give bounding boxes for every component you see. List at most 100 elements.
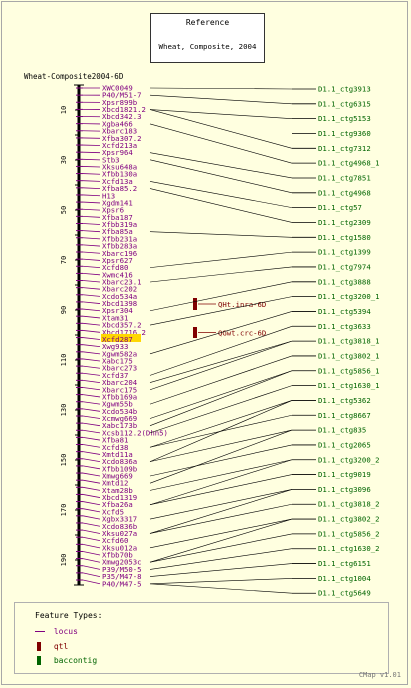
locus-label[interactable]: Xbarc196: [102, 249, 137, 258]
contig-label[interactable]: D1.1_ctg3200_2: [318, 455, 380, 464]
locus-label[interactable]: Xfbb109b: [102, 464, 137, 473]
contig-label[interactable]: D1.1_ctg5856_2: [318, 529, 380, 538]
locus-label[interactable]: Xfbb319a: [102, 220, 137, 229]
locus-label[interactable]: Xbarc204: [102, 378, 138, 387]
locus-label[interactable]: Xbcd1716.2: [102, 328, 146, 337]
locus-label[interactable]: Xbarc202: [102, 285, 137, 294]
locus-label[interactable]: Xwmc416: [102, 270, 133, 279]
locus-label[interactable]: Xfba26a: [102, 500, 133, 509]
locus-label[interactable]: Xcfd80: [102, 263, 128, 272]
contig-label[interactable]: D1.1_ctg4968_1: [318, 159, 380, 168]
locus-label[interactable]: Xmtd12: [102, 479, 128, 488]
locus-label[interactable]: Xksu012a: [102, 543, 137, 552]
locus-label[interactable]: Xcfd213a: [102, 141, 137, 150]
locus-label[interactable]: Xabc175: [102, 357, 133, 366]
locus-label[interactable]: Xksu027a: [102, 529, 137, 538]
locus-label[interactable]: Stb3: [102, 155, 120, 164]
locus-label[interactable]: Xcdo534b: [102, 407, 137, 416]
locus-label[interactable]: Xcdo836b: [102, 522, 137, 531]
contig-label[interactable]: D1.1_ctg5394: [318, 307, 371, 316]
locus-label[interactable]: Xpsr899b: [102, 98, 137, 107]
locus-label[interactable]: Xpsr6: [102, 206, 124, 215]
contig-label[interactable]: D1.1_ctg5856_1: [318, 366, 380, 375]
contig-label[interactable]: D1.1_ctg835: [318, 426, 366, 435]
locus-label[interactable]: Xcfd287: [102, 335, 133, 344]
locus-label[interactable]: Xgbx3317: [102, 515, 137, 524]
contig-label[interactable]: D1.1_ctg57: [318, 203, 362, 212]
locus-label[interactable]: Xbcd1821.2: [102, 105, 146, 114]
contig-label[interactable]: D1.1_ctg3802_2: [318, 515, 380, 524]
locus-label[interactable]: Xcfd37: [102, 371, 128, 380]
contig-label[interactable]: D1.1_ctg4968: [318, 188, 371, 197]
contig-label[interactable]: D1.1_ctg3633: [318, 322, 371, 331]
locus-label[interactable]: Xgba466: [102, 119, 133, 128]
locus-label[interactable]: Xbarc183: [102, 127, 137, 136]
locus-label[interactable]: Xfbb70b: [102, 551, 133, 560]
locus-label[interactable]: Xfba85a: [102, 227, 133, 236]
locus-label[interactable]: P40/M47-5: [102, 579, 142, 588]
contig-label[interactable]: D1.1_ctg5649: [318, 589, 371, 598]
locus-label[interactable]: Xpsr627: [102, 256, 133, 265]
contig-label[interactable]: D1.1_ctg8667: [318, 411, 371, 420]
locus-label[interactable]: Xcsb112.2(Dhn5): [102, 428, 168, 437]
locus-label[interactable]: Xcfd60: [102, 536, 128, 545]
locus-label[interactable]: Xbcd342.3: [102, 112, 142, 121]
contig-label[interactable]: D1.1_ctg6151: [318, 559, 371, 568]
contig-label[interactable]: D1.1_ctg3802_1: [318, 351, 380, 360]
reference-box[interactable]: Reference Wheat, Composite, 2004: [150, 13, 265, 63]
locus-label[interactable]: P40/M51-7: [102, 91, 142, 100]
locus-label[interactable]: Xmwg2053c: [102, 558, 142, 567]
locus-label[interactable]: Xgwm582a: [102, 349, 137, 358]
contig-label[interactable]: D1.1_ctg1630_2: [318, 544, 380, 553]
contig-label[interactable]: D1.1_ctg3888: [318, 277, 371, 286]
locus-label[interactable]: Xcdo836a: [102, 457, 137, 466]
locus-label[interactable]: Xcfd13a: [102, 177, 133, 186]
locus-label[interactable]: Xbarc273: [102, 364, 137, 373]
qtl-label[interactable]: QGwt.crc-6D: [218, 329, 266, 338]
locus-label[interactable]: H13: [102, 191, 115, 200]
contig-label[interactable]: D1.1_ctg1580: [318, 233, 371, 242]
locus-label[interactable]: Xbarc175: [102, 385, 137, 394]
contig-label[interactable]: D1.1_ctg1630_1: [318, 381, 380, 390]
locus-label[interactable]: Xbcd1398: [102, 299, 137, 308]
locus-label[interactable]: P39/M50-5: [102, 565, 142, 574]
locus-label[interactable]: Xgwm55b: [102, 400, 133, 409]
locus-label[interactable]: Xpsr304: [102, 306, 133, 315]
locus-label[interactable]: XWC0049: [102, 84, 133, 93]
locus-label[interactable]: Xcfd38: [102, 443, 128, 452]
map-title[interactable]: Wheat-Composite2004-6D: [24, 72, 124, 81]
locus-label[interactable]: Xbcd1319: [102, 493, 137, 502]
locus-label[interactable]: Xcdo534a: [102, 292, 137, 301]
contig-label[interactable]: D1.1_ctg3818_2: [318, 500, 380, 509]
locus-label[interactable]: Xcmwg669: [102, 414, 137, 423]
contig-label[interactable]: D1.1_ctg1004: [318, 574, 371, 583]
locus-label[interactable]: Xbcd357.2: [102, 321, 142, 330]
contig-label[interactable]: D1.1_ctg3818_1: [318, 337, 380, 346]
contig-label[interactable]: D1.1_ctg2065: [318, 440, 371, 449]
contig-label[interactable]: D1.1_ctg2309: [318, 218, 371, 227]
locus-label[interactable]: Xmtd11a: [102, 450, 133, 459]
contig-label[interactable]: D1.1_ctg9019: [318, 470, 371, 479]
locus-label[interactable]: Xcfd5: [102, 507, 124, 516]
locus-label[interactable]: Xpsr964: [102, 148, 133, 157]
locus-label[interactable]: Xfbb283a: [102, 242, 137, 251]
locus-label[interactable]: Xfba307.2: [102, 134, 142, 143]
locus-label[interactable]: Xfba81: [102, 436, 128, 445]
locus-label[interactable]: Xfbb169a: [102, 392, 137, 401]
contig-label[interactable]: D1.1_ctg3200_1: [318, 292, 380, 301]
contig-label[interactable]: D1.1_ctg5362: [318, 396, 371, 405]
locus-label[interactable]: P35/M47-8: [102, 572, 142, 581]
locus-label[interactable]: Xfba187: [102, 213, 133, 222]
contig-label[interactable]: D1.1_ctg1399: [318, 248, 371, 257]
contig-label[interactable]: D1.1_ctg7974: [318, 262, 371, 271]
locus-label[interactable]: Xksu648a: [102, 163, 137, 172]
locus-label[interactable]: Xfbb130a: [102, 170, 137, 179]
contig-label[interactable]: D1.1_ctg6315: [318, 99, 371, 108]
qtl-label[interactable]: QHt.inra-6D: [218, 300, 266, 309]
locus-label[interactable]: Xwg933: [102, 342, 128, 351]
locus-label[interactable]: Xmwg669: [102, 471, 133, 480]
contig-label[interactable]: D1.1_ctg7312: [318, 144, 371, 153]
contig-label[interactable]: D1.1_ctg9360: [318, 129, 371, 138]
contig-label[interactable]: D1.1_ctg3096: [318, 485, 371, 494]
locus-label[interactable]: Xbarc23.1: [102, 277, 142, 286]
